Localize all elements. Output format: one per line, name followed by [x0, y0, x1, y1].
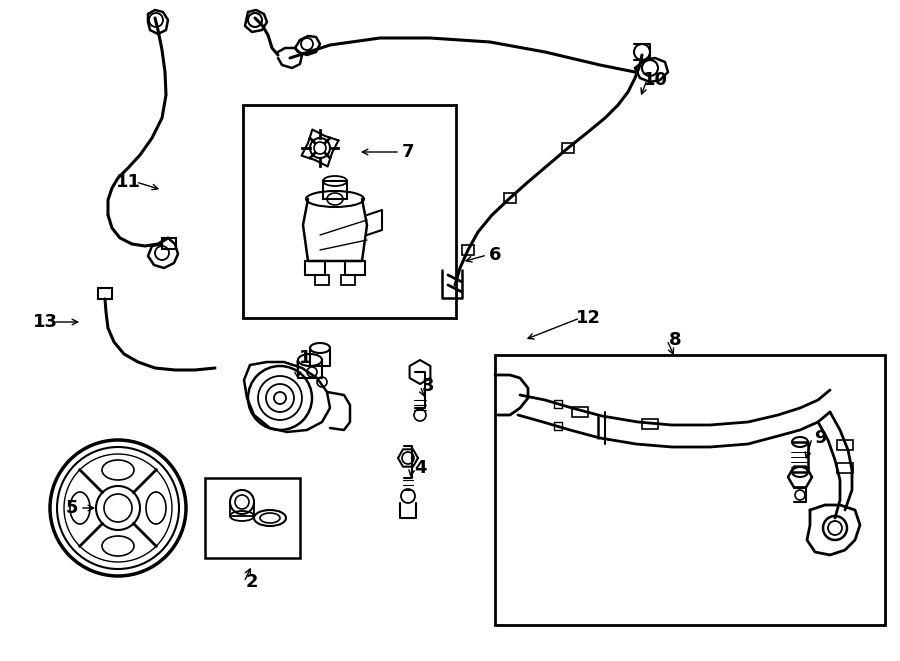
Text: 5: 5 — [66, 499, 78, 517]
Text: 11: 11 — [115, 173, 140, 191]
Bar — [504, 193, 516, 203]
Text: 2: 2 — [246, 573, 258, 591]
Text: 3: 3 — [422, 377, 434, 395]
Bar — [562, 143, 574, 153]
Bar — [162, 238, 176, 249]
Bar — [341, 275, 355, 285]
Bar — [495, 355, 885, 625]
Bar — [243, 105, 456, 318]
Bar — [837, 440, 853, 450]
Text: 12: 12 — [575, 309, 600, 327]
Text: 13: 13 — [32, 313, 58, 331]
Bar — [837, 463, 853, 473]
Bar — [323, 181, 347, 199]
Bar — [345, 261, 365, 275]
Text: 8: 8 — [669, 331, 681, 349]
Bar — [642, 419, 658, 429]
Bar — [305, 261, 325, 275]
Text: 7: 7 — [401, 143, 414, 161]
Bar — [315, 275, 329, 285]
Text: 6: 6 — [489, 246, 501, 264]
Bar — [98, 288, 112, 299]
Text: 1: 1 — [299, 349, 311, 367]
Text: 10: 10 — [643, 71, 668, 89]
Bar — [462, 245, 474, 255]
Bar — [572, 407, 588, 417]
Text: 4: 4 — [414, 459, 427, 477]
Text: 9: 9 — [814, 429, 826, 447]
Bar — [205, 478, 300, 558]
